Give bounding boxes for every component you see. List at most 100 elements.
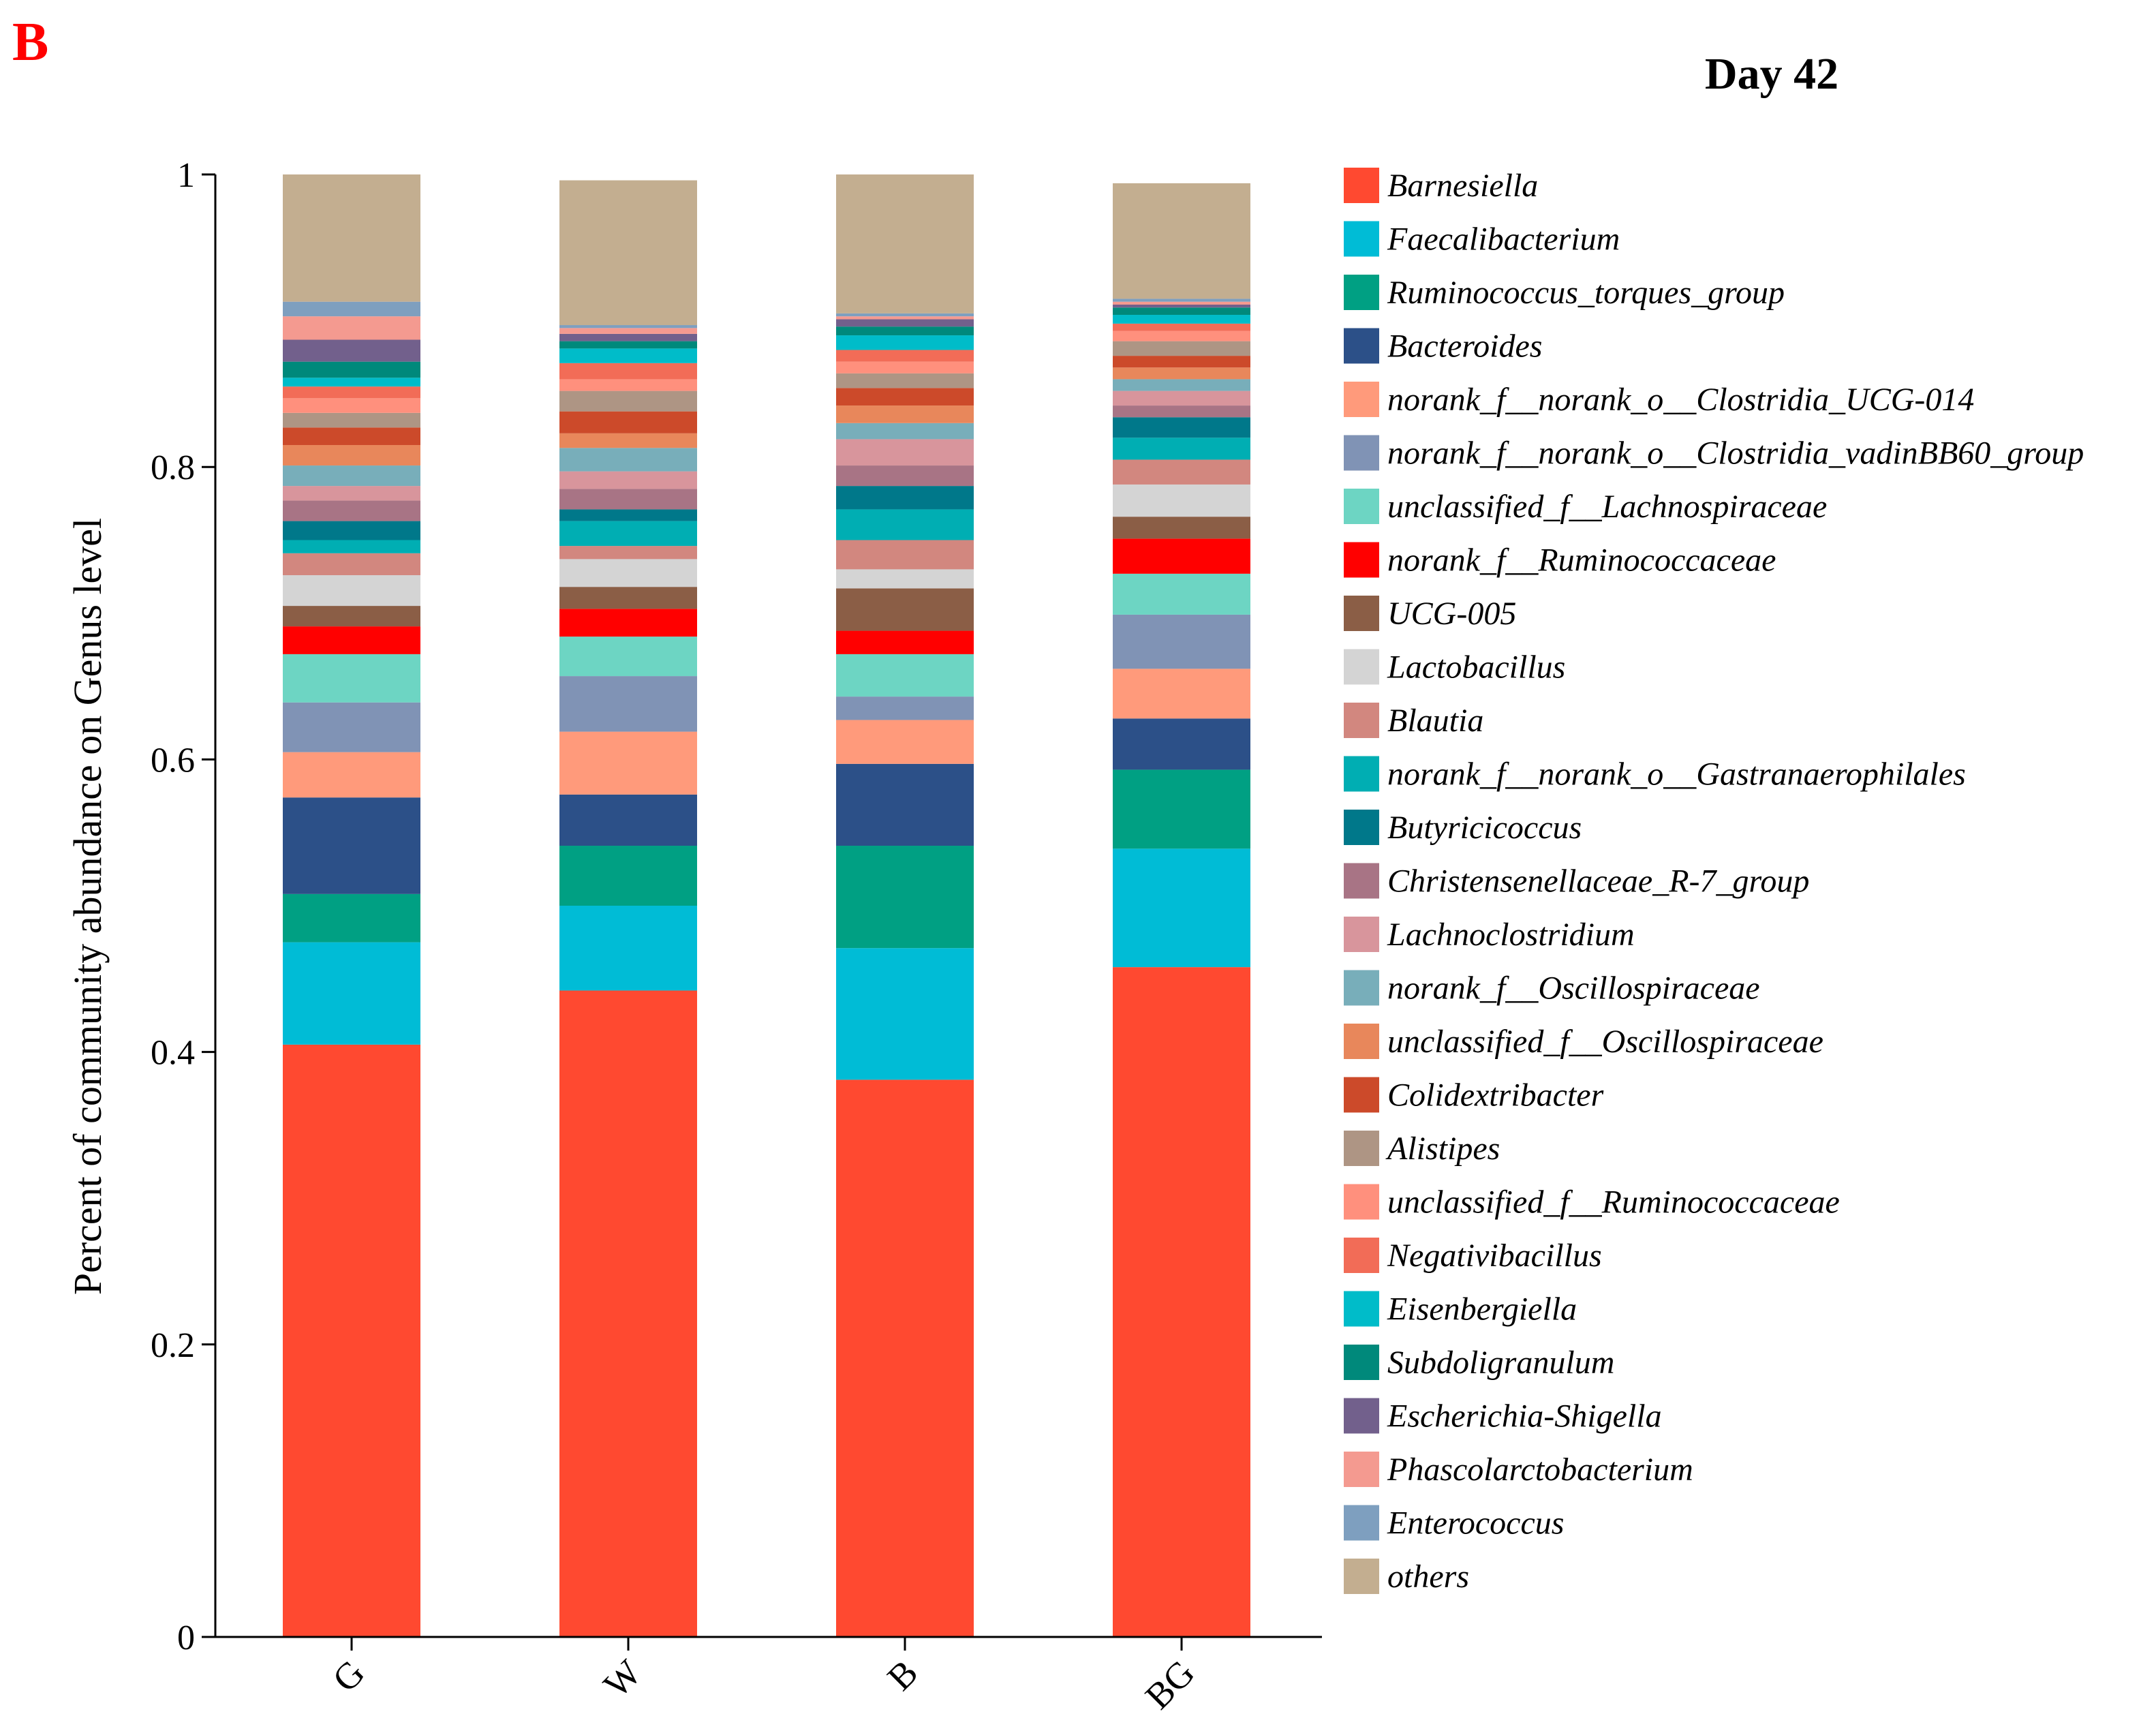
bar-segment bbox=[283, 412, 420, 428]
legend-swatch bbox=[1344, 435, 1379, 471]
bar-stack-bg bbox=[1113, 183, 1250, 1637]
bar-segment bbox=[283, 465, 420, 487]
legend-swatch bbox=[1344, 1345, 1379, 1380]
bar-segment bbox=[559, 348, 697, 363]
bar-segment bbox=[836, 439, 974, 466]
bar-segment bbox=[559, 489, 697, 510]
legend-item: norank_f__norank_o__Gastranaerophilales bbox=[1344, 756, 1966, 793]
panel-label: B bbox=[12, 12, 48, 72]
legend-item: unclassified_f__Oscillospiraceae bbox=[1344, 1024, 1823, 1060]
bar-segment bbox=[1113, 331, 1250, 341]
legend-label: Lactobacillus bbox=[1387, 649, 1565, 686]
bar-segment bbox=[559, 379, 697, 391]
bar-segment bbox=[1113, 484, 1250, 517]
bar-segment bbox=[1113, 323, 1250, 331]
bar-segment bbox=[1113, 573, 1250, 615]
legend-label: norank_f__norank_o__Clostridia_UCG-014 bbox=[1387, 382, 1974, 418]
legend-item: norank_f__Ruminococcaceae bbox=[1344, 542, 1776, 579]
bar-segment bbox=[836, 174, 974, 313]
legend-label: Christensenellaceae_R-7_group bbox=[1387, 863, 1809, 900]
legend-swatch bbox=[1344, 1131, 1379, 1166]
legend-swatch bbox=[1344, 1452, 1379, 1487]
legend-item: Alistipes bbox=[1344, 1131, 1500, 1167]
bar-segment bbox=[1113, 307, 1250, 316]
legend-label: Ruminococcus_torques_group bbox=[1387, 275, 1785, 311]
bar-segment bbox=[559, 794, 697, 846]
legend-item: norank_f__Oscillospiraceae bbox=[1344, 970, 1760, 1007]
legend-label: Barnesiella bbox=[1387, 168, 1538, 204]
legend-swatch bbox=[1344, 489, 1379, 524]
legend-swatch bbox=[1344, 275, 1379, 310]
bar-stack-w bbox=[559, 180, 697, 1637]
legend-label: Subdoligranulum bbox=[1387, 1345, 1614, 1381]
bar-segment bbox=[559, 546, 697, 560]
bar-segment bbox=[283, 553, 420, 576]
bar-segment bbox=[559, 846, 697, 906]
bar-segment bbox=[283, 606, 420, 627]
legend-swatch bbox=[1344, 1077, 1379, 1113]
bar-segment bbox=[1113, 417, 1250, 438]
bar-segment bbox=[559, 363, 697, 380]
bar-segment bbox=[283, 540, 420, 553]
legend-item: Christensenellaceae_R-7_group bbox=[1344, 863, 1809, 900]
bar-segment bbox=[283, 445, 420, 466]
legend-label: Faecalibacterium bbox=[1387, 221, 1620, 258]
legend-item: Escherichia-Shigella bbox=[1344, 1398, 1662, 1435]
bar-segment bbox=[283, 378, 420, 387]
bar-segment bbox=[559, 637, 697, 677]
bar-segment bbox=[1113, 438, 1250, 460]
bar-segment bbox=[283, 427, 420, 446]
legend-item: Faecalibacterium bbox=[1344, 221, 1620, 258]
legend-swatch bbox=[1344, 1184, 1379, 1220]
bar-segment bbox=[283, 752, 420, 798]
bar-segment bbox=[283, 1044, 420, 1637]
bar-segment bbox=[1113, 459, 1250, 485]
y-tick-label: 0.8 bbox=[151, 448, 195, 487]
legend-swatch bbox=[1344, 1398, 1379, 1434]
legend-label: norank_f__Oscillospiraceae bbox=[1387, 970, 1760, 1007]
bar-segment bbox=[1113, 614, 1250, 669]
legend-swatch bbox=[1344, 1024, 1379, 1059]
legend-swatch bbox=[1344, 756, 1379, 792]
chart-title: Day 42 bbox=[1705, 49, 1838, 99]
bar-segment bbox=[836, 486, 974, 510]
legend-swatch bbox=[1344, 703, 1379, 738]
bar-segment bbox=[559, 609, 697, 637]
legend-item: others bbox=[1344, 1559, 1469, 1595]
bar-segment bbox=[1113, 341, 1250, 356]
bar-segment bbox=[559, 471, 697, 489]
bar-segment bbox=[283, 174, 420, 302]
legend-swatch bbox=[1344, 1238, 1379, 1273]
legend-item: norank_f__norank_o__Clostridia_vadinBB60… bbox=[1344, 435, 2084, 472]
bar-segment bbox=[836, 326, 974, 336]
y-tick-label: 0.6 bbox=[151, 741, 195, 780]
y-tick-label: 1 bbox=[177, 156, 195, 195]
bar-segment bbox=[559, 448, 697, 472]
bar-segment bbox=[836, 361, 974, 373]
y-tick-label: 0.2 bbox=[151, 1326, 195, 1365]
legend-label: norank_f__Ruminococcaceae bbox=[1387, 542, 1776, 579]
bar-segment bbox=[1113, 379, 1250, 391]
bar-segment bbox=[836, 763, 974, 846]
bar-segment bbox=[559, 676, 697, 732]
legend-swatch bbox=[1344, 596, 1379, 631]
bar-segment bbox=[836, 630, 974, 654]
legend-item: Bacteroides bbox=[1344, 328, 1542, 365]
bar-segment bbox=[559, 180, 697, 326]
legend-item: Ruminococcus_torques_group bbox=[1344, 275, 1785, 311]
bar-segment bbox=[836, 373, 974, 388]
bar-segment bbox=[283, 893, 420, 943]
legend-swatch bbox=[1344, 382, 1379, 417]
bar-segment bbox=[283, 486, 420, 501]
legend-swatch bbox=[1344, 168, 1379, 203]
legend-item: Enterococcus bbox=[1344, 1505, 1564, 1542]
y-axis-label: Percent of community abundance on Genus … bbox=[65, 518, 110, 1295]
legend-item: unclassified_f__Lachnospiraceae bbox=[1344, 489, 1827, 525]
bar-segment bbox=[559, 990, 697, 1637]
legend-swatch bbox=[1344, 542, 1379, 578]
legend-item: Phascolarctobacterium bbox=[1344, 1452, 1693, 1488]
bar-segment bbox=[559, 559, 697, 587]
bar-segment bbox=[283, 316, 420, 340]
bar-segment bbox=[836, 405, 974, 423]
